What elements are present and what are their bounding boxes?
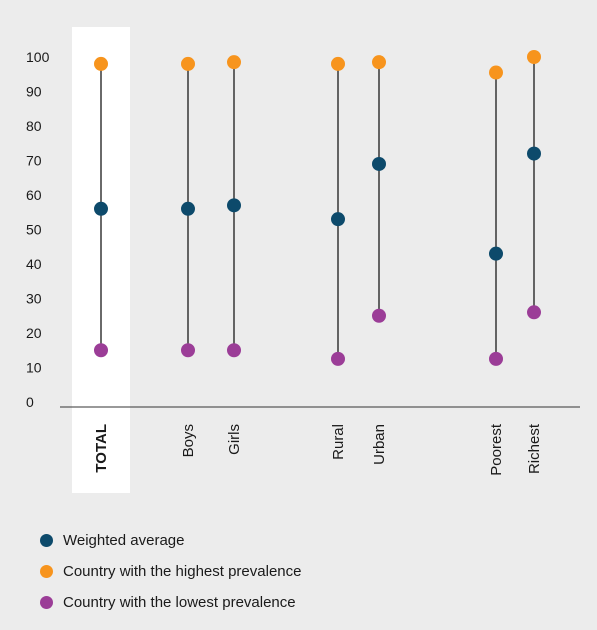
legend-item-low: Country with the lowest prevalence [40,590,301,614]
x-tick-label-girls: Girls [226,424,243,455]
point-low-richest [527,305,541,320]
y-tick-label: 30 [26,291,42,307]
point-high-rural [331,56,345,71]
point-high-girls [227,55,241,70]
point-low-girls [227,343,241,358]
legend-marker [40,533,53,547]
x-tick-label-rural: Rural [330,424,347,460]
dot-range-chart: 0 10 20 30 40 50 60 70 80 90 100 TOTAL Boys Girls Rura… [26,27,580,493]
y-tick-label: 100 [26,49,50,65]
x-tick-label-poorest: Poorest [488,423,505,476]
x-tick-label-urban: Urban [371,424,388,465]
point-avg-poorest [489,246,503,261]
point-avg-urban [372,156,386,171]
legend-item-high: Country with the highest prevalence [40,559,301,583]
point-low-total [94,343,108,358]
y-tick-label: 0 [26,394,34,410]
point-high-boys [181,56,195,71]
y-tick-label: 60 [26,187,42,203]
point-avg-rural [331,212,345,227]
legend-marker [40,564,53,578]
legend-label: Country with the lowest prevalence [63,593,296,611]
y-tick-label: 80 [26,118,42,134]
point-low-rural [331,351,345,366]
point-avg-richest [527,146,541,161]
legend-item-avg: Weighted average [40,528,301,552]
chart-legend: Weighted average Country with the highest… [40,528,301,621]
point-avg-boys [181,201,195,216]
point-low-poorest [489,351,503,366]
legend-marker [40,595,53,609]
point-low-boys [181,343,195,358]
y-tick-label: 20 [26,325,42,341]
x-tick-label-total: TOTAL [93,424,110,473]
y-tick-label: 50 [26,222,42,238]
point-high-poorest [489,65,503,80]
x-tick-label-richest: Richest [526,423,543,474]
x-tick-label-boys: Boys [180,424,197,457]
legend-label: Weighted average [63,531,185,549]
y-tick-label: 70 [26,153,42,169]
y-tick-label: 10 [26,360,42,376]
point-high-total [94,56,108,71]
point-avg-girls [227,198,241,213]
point-high-urban [372,55,386,70]
y-tick-label: 40 [26,256,42,272]
point-high-richest [527,50,541,64]
point-low-urban [372,308,386,323]
y-tick-label: 90 [26,84,42,100]
legend-label: Country with the highest prevalence [63,562,302,580]
point-avg-total [94,201,108,216]
